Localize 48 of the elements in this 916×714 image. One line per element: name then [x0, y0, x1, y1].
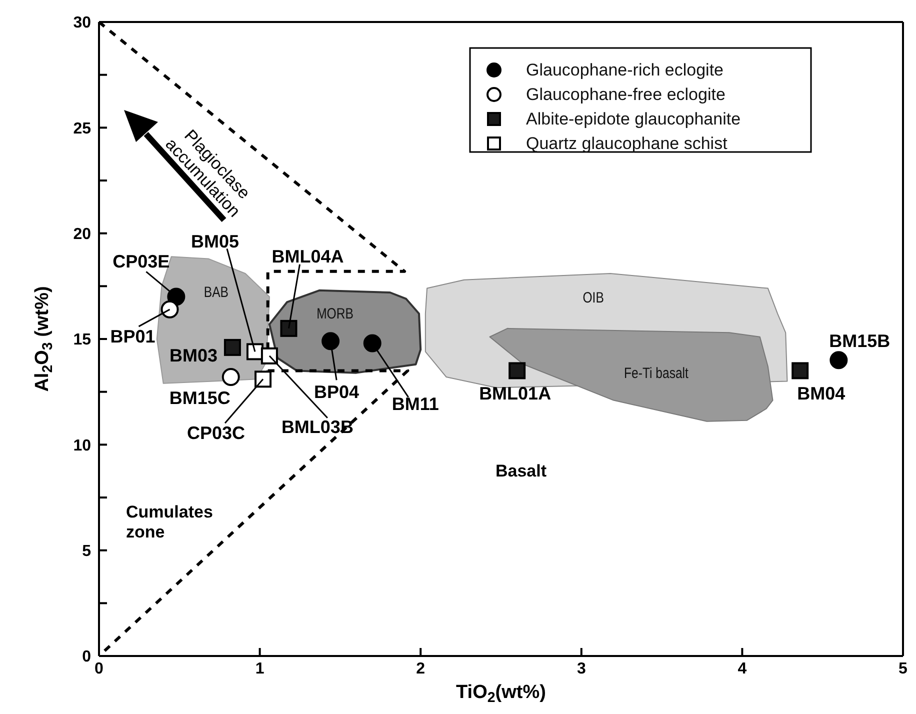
data-label: CP03C	[187, 423, 246, 444]
legend-label: Glaucophane-free eclogite	[526, 85, 726, 104]
point	[830, 351, 848, 370]
x-tick-label: 4	[738, 660, 747, 678]
data-label: BM15C	[169, 388, 230, 408]
point	[224, 338, 241, 356]
series-label: MORB	[316, 305, 354, 322]
point	[260, 347, 278, 364]
data-label: BM15B	[829, 331, 890, 352]
annotation: Cumulates zone	[126, 502, 213, 542]
data-label: BM11	[392, 394, 439, 414]
y-tick-label: 15	[73, 332, 92, 349]
legend-label: Glaucophane-rich eclogite	[526, 60, 724, 80]
legend-label: Albite-epidote glaucophanite	[526, 110, 741, 128]
y-tick-label: 10	[73, 437, 92, 454]
legend-label: Quartz glaucophane schist	[526, 134, 728, 153]
x-tick-label: 3	[576, 660, 586, 678]
point	[160, 300, 179, 318]
data-label: CP03E	[112, 252, 170, 272]
data-label: BML04A	[272, 246, 344, 266]
point	[508, 362, 526, 380]
data-label: BP04	[314, 382, 360, 402]
data-label: BML01A	[479, 384, 552, 404]
data-label: BP01	[110, 326, 156, 346]
data-label: BM03	[169, 345, 218, 366]
x-tick-label: 0	[94, 660, 104, 678]
data-label: BM05	[190, 232, 239, 252]
y-tick-label: 25	[73, 120, 92, 138]
x-tick-label: 5	[898, 660, 908, 678]
point	[792, 362, 809, 380]
point	[363, 334, 382, 352]
point	[322, 332, 340, 350]
x-tick-label: 1	[255, 660, 264, 678]
point	[280, 320, 298, 337]
x-tick-label: 2	[416, 660, 426, 678]
series-label: OIB	[582, 289, 604, 306]
y-tick-label: 20	[73, 226, 92, 244]
y-tick-label: 30	[73, 14, 92, 32]
y-tick-label: 0	[82, 648, 92, 666]
x-axis-title: TiO$_{2}$(wt%)	[456, 682, 546, 706]
series-label: BAB	[204, 284, 228, 300]
data-label: BM04	[797, 384, 846, 404]
y-tick-label: 5	[82, 543, 92, 560]
series-label: Fe-Ti basalt	[624, 364, 689, 382]
point	[222, 368, 240, 386]
annotation: Basalt	[495, 462, 547, 480]
data-label: BML03B	[281, 416, 354, 437]
point	[254, 370, 272, 388]
